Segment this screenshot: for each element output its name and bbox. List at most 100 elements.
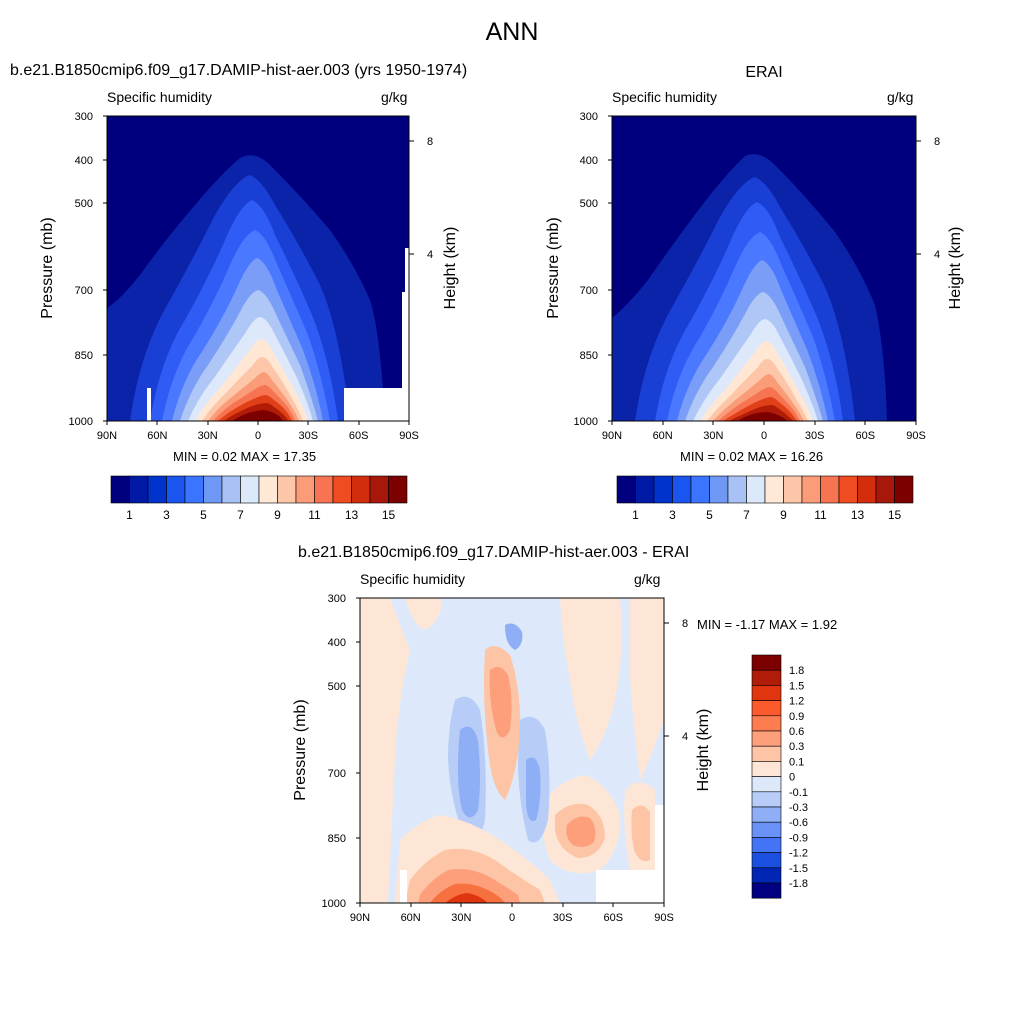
panel1-x-tick-label: 30N [198, 430, 218, 442]
panel3-y-right-tick-label: 8 [682, 618, 688, 630]
colorbar-label: 1 [632, 508, 639, 522]
panel1-variable-label: Specific humidity [107, 89, 213, 105]
colorbar-swatch [751, 852, 782, 869]
panel1-x-tick-label: 60N [147, 430, 167, 442]
colorbar-swatch [110, 475, 130, 504]
panel3-x-tick-label: 60S [604, 912, 624, 924]
panel2-y-tick-label: 850 [580, 350, 598, 362]
colorbar-swatch [184, 475, 204, 504]
panel3-y-tick-label: 300 [328, 593, 346, 605]
colorbar-swatch [221, 475, 241, 504]
panel3-y-tick-label: 850 [328, 833, 346, 845]
panel3-y-tick-label: 700 [328, 768, 346, 780]
colorbar-label: -1.5 [789, 863, 808, 875]
colorbar-swatch [857, 475, 877, 504]
panel1-ticks [103, 115, 414, 425]
panel3-x-tick-label: 60N [401, 912, 421, 924]
colorbar-swatch [351, 475, 371, 504]
colorbar-swatch [295, 475, 315, 504]
colorbar-label: 11 [308, 508, 321, 522]
panel2-x-tick-label: 90N [602, 430, 622, 442]
colorbar-swatch [369, 475, 389, 504]
panel1-ylabel-right: Height (km) [442, 227, 459, 310]
colorbar-swatch [746, 475, 766, 504]
panel1-units-label: g/kg [381, 89, 408, 105]
panel2-x-tick-label: 30N [703, 430, 723, 442]
colorbar-swatch [727, 475, 747, 504]
colorbar-swatch [203, 475, 223, 504]
colorbar-swatch [129, 475, 149, 504]
colorbar-label: 0 [789, 772, 795, 784]
panel2-minmax: MIN = 0.02 MAX = 16.26 [680, 449, 824, 464]
panel2-x-tick-label: 60S [856, 430, 876, 442]
panel1-y-tick-label: 300 [75, 111, 93, 123]
panel2-units-label: g/kg [887, 89, 914, 105]
panel2-y-tick-label: 1000 [574, 416, 598, 428]
colorbar-swatch [751, 669, 782, 686]
colorbar-label: 1.8 [789, 665, 804, 677]
panel1-x-tick-label: 60S [349, 430, 369, 442]
colorbar-swatch [690, 475, 710, 504]
panel2-y-tick-label: 500 [580, 198, 598, 210]
colorbar-swatch [801, 475, 821, 504]
panel1-y-right-tick-label: 4 [427, 249, 433, 261]
colorbar-label: 0.6 [789, 726, 804, 738]
colorbar-swatch [240, 475, 260, 504]
panel2-variable-label: Specific humidity [612, 89, 718, 105]
panel1-colorbar: 1 3 5 7 9 11 13 15 [110, 475, 408, 522]
panel3-y-tick-label: 1000 [322, 898, 346, 910]
colorbar-label: 13 [851, 508, 865, 522]
colorbar-swatch [894, 475, 914, 504]
colorbar-swatch [838, 475, 858, 504]
colorbar-label: 9 [780, 508, 787, 522]
panel2-ylabel: Pressure (mb) [545, 217, 562, 318]
colorbar-label: 5 [200, 508, 207, 522]
panel1-contour-field [107, 116, 409, 421]
panel2-title: ERAI [745, 64, 783, 81]
colorbar-swatch [258, 475, 278, 504]
colorbar-swatch [751, 654, 782, 671]
colorbar-label: 0.9 [789, 711, 804, 723]
colorbar-swatch [751, 867, 782, 884]
colorbar-label: 9 [274, 508, 281, 522]
colorbar-label: 13 [345, 508, 359, 522]
panel1-y-tick-label: 700 [75, 285, 93, 297]
colorbar-swatch [751, 837, 782, 853]
tick-labels: 90N 60N 30N 0 30S 60S 90S300400500700850100084… [69, 111, 941, 924]
panel3-x-tick-label: 90N [350, 912, 370, 924]
colorbar-swatch [751, 821, 782, 838]
panel3-colorbar: 1.8 1.5 1.2 0.9 0.6 0.3 0.1 0 -0.1 -0.3 -0.6 -0.9 -1… [751, 654, 808, 899]
colorbar-swatch [751, 745, 782, 762]
panel1-y-right-tick-label: 8 [427, 136, 433, 148]
panel2-x-tick-label: 0 [761, 430, 767, 442]
colorbar-swatch [653, 475, 673, 504]
colorbar-label: -0.6 [789, 817, 808, 829]
panel3-y-right-tick-label: 4 [682, 731, 688, 743]
panel1-x-tick-label: 0 [255, 430, 261, 442]
panel2-x-tick-label: 30S [805, 430, 825, 442]
colorbar-swatch [332, 475, 352, 504]
panel2-y-tick-label: 400 [580, 155, 598, 167]
panel1-minmax: MIN = 0.02 MAX = 17.35 [173, 449, 317, 464]
panel1-y-tick-label: 850 [75, 350, 93, 362]
panel3-x-tick-label: 30N [451, 912, 471, 924]
colorbar-label: 1 [126, 508, 133, 522]
colorbar-swatch [314, 475, 334, 504]
panel3-x-tick-label: 90S [654, 912, 674, 924]
panel1-x-tick-label: 90S [399, 430, 419, 442]
colorbar-label: 1.2 [789, 696, 804, 708]
colorbar-label: -0.1 [789, 787, 808, 799]
panel2-y-tick-label: 300 [580, 111, 598, 123]
panel3-variable-label: Specific humidity [360, 571, 466, 587]
colorbar-label: 3 [163, 508, 170, 522]
colorbar-swatch [751, 685, 782, 701]
colorbar-swatch [388, 475, 408, 504]
colorbar-label: 7 [237, 508, 244, 522]
colorbar-label: -0.9 [789, 832, 808, 844]
panel2-y-right-tick-label: 8 [934, 136, 940, 148]
panel2-x-tick-label: 90S [906, 430, 926, 442]
colorbar-label: 0.1 [789, 756, 804, 768]
colorbar-label: -1.8 [789, 878, 808, 890]
panel1-x-tick-label: 90N [97, 430, 117, 442]
